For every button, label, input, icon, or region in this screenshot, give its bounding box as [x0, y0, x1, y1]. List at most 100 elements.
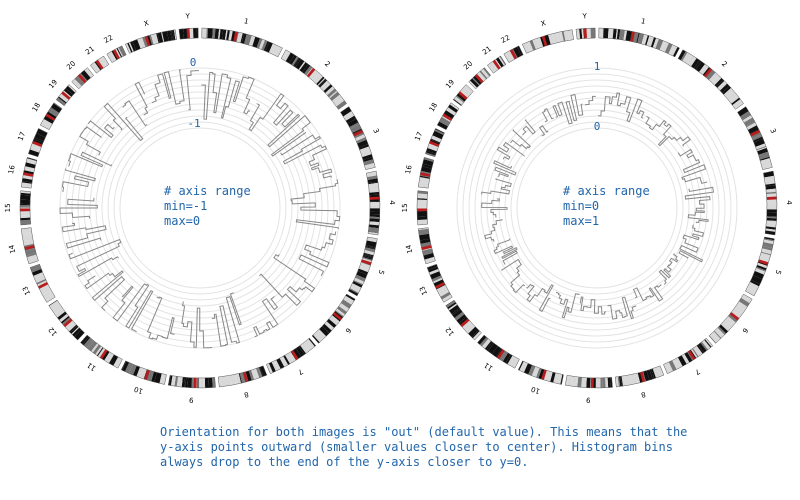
cytoband	[709, 335, 717, 344]
cytoband	[665, 362, 673, 373]
cytoband	[595, 377, 601, 389]
grid-ring	[113, 121, 287, 295]
cytoband	[418, 182, 429, 189]
cytoband	[443, 110, 455, 119]
cytoband	[536, 367, 542, 379]
cytoband	[423, 157, 434, 162]
cytoband	[251, 368, 259, 380]
cytoband	[368, 227, 379, 234]
centromere-band	[729, 312, 740, 321]
centromere-band	[37, 281, 49, 289]
left-outer-tick-label: 0	[190, 56, 197, 69]
cytoband	[620, 376, 623, 387]
chromosome-outline	[48, 299, 85, 341]
cytoband	[266, 363, 273, 374]
cytoband	[437, 121, 448, 130]
cytoband	[174, 29, 177, 40]
cytoband	[33, 137, 44, 143]
cytoband	[756, 146, 767, 152]
centromere-band	[112, 49, 120, 60]
cytoband	[128, 364, 137, 376]
cytoband	[154, 372, 162, 384]
cytoband	[447, 302, 457, 310]
cytoband	[359, 146, 370, 152]
cytoband	[417, 215, 428, 221]
cytoband	[694, 60, 702, 70]
histogram-track	[68, 238, 122, 278]
cytoband	[618, 376, 622, 387]
cytoband	[723, 87, 734, 98]
cytoband	[369, 211, 380, 215]
chromosome-label: 9	[586, 396, 591, 404]
chromosome-label: 18	[428, 101, 439, 113]
cytoband	[33, 272, 44, 279]
cytoband	[550, 372, 556, 383]
cytoband	[124, 362, 133, 374]
cytoband	[673, 357, 683, 369]
chromosome-outline	[366, 170, 381, 236]
cytoband	[518, 360, 524, 371]
cytoband	[438, 288, 449, 296]
cytoband	[746, 121, 756, 128]
cytoband	[365, 164, 376, 170]
centromere-band	[242, 371, 249, 383]
cytoband	[140, 368, 147, 379]
cytoband	[83, 337, 93, 348]
cytoband	[479, 337, 489, 347]
cytoband	[325, 321, 335, 330]
cytoband	[315, 330, 326, 341]
cytoband	[248, 370, 255, 381]
grid-ring	[107, 115, 293, 301]
cytoband	[419, 238, 431, 244]
chromosome-label: 21	[481, 45, 493, 57]
cytoband	[766, 191, 777, 195]
cytoband	[343, 295, 355, 305]
cytoband	[27, 157, 37, 162]
cytoband	[417, 210, 428, 217]
histogram-track	[211, 292, 242, 347]
cytoband	[737, 106, 749, 117]
cytoband	[480, 68, 490, 79]
cytoband	[577, 376, 583, 388]
cytoband	[21, 230, 32, 234]
cytoband	[353, 280, 364, 286]
cytoband	[48, 300, 61, 311]
cytoband	[762, 242, 774, 249]
chromosome-outline	[266, 337, 317, 375]
cytoband	[70, 325, 79, 334]
cytoband	[20, 194, 31, 201]
cytoband	[31, 268, 43, 276]
cytoband	[132, 365, 140, 377]
cytoband	[200, 377, 204, 388]
chromosome-label: 1	[640, 17, 646, 26]
cytoband	[431, 135, 442, 142]
cytoband	[20, 217, 31, 221]
cytoband	[298, 61, 306, 71]
cytoband	[129, 41, 137, 52]
cytoband	[122, 361, 130, 372]
left-inner-tick-label: -1	[187, 117, 200, 130]
grid-ring	[119, 127, 281, 289]
cytoband	[259, 39, 265, 50]
cytoband	[418, 228, 429, 236]
cytoband	[151, 371, 157, 383]
cytoband	[759, 156, 770, 161]
cytoband	[465, 84, 474, 92]
chromosome-label: 9	[189, 396, 194, 404]
cytoband	[561, 31, 566, 42]
cytoband	[204, 377, 210, 388]
histogram-track	[181, 301, 213, 349]
cytoband	[368, 224, 380, 229]
cytoband	[452, 309, 463, 318]
cytoband	[27, 257, 39, 264]
cytoband	[58, 96, 67, 104]
cytoband	[229, 30, 233, 41]
cytoband	[255, 368, 260, 379]
centromere-band	[421, 245, 432, 251]
cytoband	[456, 314, 467, 324]
cytoband	[317, 77, 326, 86]
cytoband	[453, 96, 464, 105]
cytoband	[731, 97, 741, 106]
left-axis-note-min: min=-1	[164, 199, 207, 213]
